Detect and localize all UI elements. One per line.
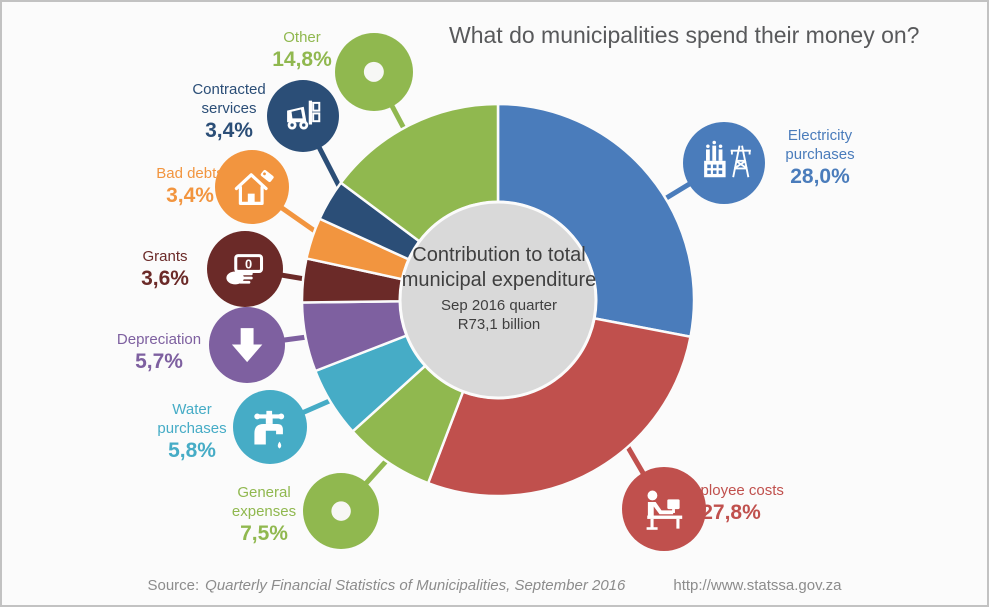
page-title: What do municipalities spend their money… [449,22,920,48]
svg-text:0: 0 [245,256,252,271]
label-employee-costs: Employee costs 27,8% [678,482,784,524]
label-depreciation: Depreciation 5,7% [116,331,202,373]
center-period: Sep 2016 quarter [441,297,557,314]
label-grants: Grants 3,6% [141,248,189,290]
label-general-expenses: General expenses 7,5% [231,484,297,545]
source-bar: Source: Quarterly Financial Statistics of… [2,577,987,594]
source-url: http://www.statssa.gov.za [673,577,842,594]
label-other: Other 14,8% [272,29,332,71]
label-electricity-purchases: Electricity purchases 28,0% [785,127,855,188]
center-heading: Contribution to total municipal expendit… [401,244,597,291]
forklift-icon [267,80,339,152]
employee-at-desk-icon [622,467,706,551]
label-contracted-services: Contracted services 3,4% [192,81,266,142]
power-station-icon [683,122,765,204]
source-text: Source: Quarterly Financial Statistics of… [147,577,626,594]
donut-icon [335,33,413,111]
donut-center-label: Contribution to total municipal expendit… [399,243,599,334]
down-arrow-icon [209,307,285,383]
label-bad-debts: Bad debts 3,4% [156,165,224,207]
center-total: R73,1 billion [457,316,541,333]
house-with-tag-icon [215,150,289,224]
donut-icon [303,473,379,549]
label-water-purchases: Water purchases 5,8% [157,401,227,462]
water-tap-icon [233,390,307,464]
hand-with-money-icon: 0 [207,231,283,307]
